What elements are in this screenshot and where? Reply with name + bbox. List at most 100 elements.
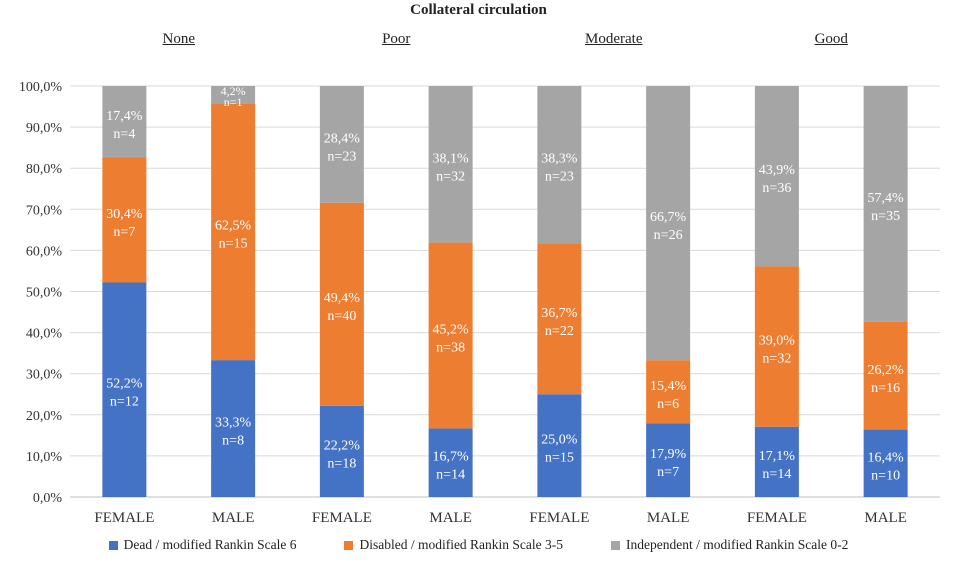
stacked-bar-chart: 0,0% 10,0% 20,0% 30,0% 40,0% 50,0% 60,0% 70,0% 8… xyxy=(19,80,940,526)
data-label-n: n=32 xyxy=(436,169,465,184)
y-tick-label: 30,0% xyxy=(26,368,63,383)
y-tick-label: 10,0% xyxy=(26,450,63,465)
bar-segment xyxy=(319,202,364,406)
x-tick-label: FEMALE xyxy=(747,510,807,526)
data-label-pct: 45,2% xyxy=(433,322,470,337)
group-label: None xyxy=(162,31,196,47)
data-label-n: n=26 xyxy=(654,228,683,243)
data-label-pct: 17,1% xyxy=(759,449,796,464)
data-label-pct: 16,7% xyxy=(433,450,470,465)
data-label-n: n=4 xyxy=(113,127,135,142)
data-label-n: n=7 xyxy=(657,465,679,480)
x-tick-label: FEMALE xyxy=(312,510,372,526)
x-tick-label: FEMALE xyxy=(94,510,154,526)
data-label-n: n=15 xyxy=(545,451,574,466)
y-tick-label: 50,0% xyxy=(26,286,63,301)
legend-item: Dead / modified Rankin Scale 6 xyxy=(108,537,297,553)
data-label-n: n=16 xyxy=(871,381,900,396)
chart-legend: Dead / modified Rankin Scale 6 Disabled /… xyxy=(0,537,957,553)
legend-item: Independent / modified Rankin Scale 0-2 xyxy=(611,537,848,553)
group-label: Good xyxy=(814,31,848,47)
bar-segment xyxy=(319,86,364,203)
bar-segment xyxy=(646,86,691,361)
bar-segment xyxy=(428,242,473,429)
data-label-n: n=10 xyxy=(871,468,900,483)
bar-segment xyxy=(863,429,908,497)
x-tick-label: MALE xyxy=(864,510,907,526)
x-tick-label: MALE xyxy=(212,510,255,526)
data-label-pct: 52,2% xyxy=(106,377,143,392)
data-label-n: n=14 xyxy=(762,467,791,482)
data-label-pct: 43,9% xyxy=(759,163,796,178)
data-label-n: n=14 xyxy=(436,468,465,483)
bar-segment xyxy=(754,266,799,427)
legend-swatch xyxy=(344,540,354,550)
data-label-n: n=36 xyxy=(762,181,791,196)
group-label: Poor xyxy=(382,31,411,47)
bar-segment xyxy=(863,86,908,322)
data-label-pct: 39,0% xyxy=(759,334,796,349)
data-label-n: n=12 xyxy=(110,395,139,410)
data-label-n: n=40 xyxy=(327,309,356,324)
data-label-n: n=8 xyxy=(222,434,244,449)
data-label-pct: 33,3% xyxy=(215,416,252,431)
y-tick-label: 100,0% xyxy=(19,80,63,95)
bar-segment xyxy=(102,86,147,158)
data-label-n: n=38 xyxy=(436,340,465,355)
bar-segment xyxy=(102,282,147,497)
data-label-pct: 66,7% xyxy=(650,210,687,225)
data-label-pct: 17,4% xyxy=(106,109,143,124)
data-label-pct: 4,2% xyxy=(221,84,246,98)
legend-item: Disabled / modified Rankin Scale 3-5 xyxy=(344,537,563,553)
bar-segment xyxy=(102,157,147,283)
data-label-pct: 28,4% xyxy=(324,131,361,146)
x-tick-label: MALE xyxy=(429,510,472,526)
bar-segment xyxy=(646,423,691,497)
bar-segment xyxy=(754,426,799,497)
data-label-pct: 38,3% xyxy=(541,152,578,167)
bar-segment xyxy=(319,405,364,497)
data-label-n: n=22 xyxy=(545,324,574,339)
legend-swatch xyxy=(108,540,118,550)
data-label-n: n=32 xyxy=(762,352,791,367)
bar-segment xyxy=(863,321,908,430)
y-tick-label: 70,0% xyxy=(26,203,63,218)
data-label-pct: 25,0% xyxy=(541,433,578,448)
data-label-pct: 15,4% xyxy=(650,379,687,394)
data-label-n: n=23 xyxy=(327,149,356,164)
bar-segment xyxy=(537,243,582,395)
data-label-pct: 38,1% xyxy=(433,151,470,166)
data-label-pct: 57,4% xyxy=(868,191,905,206)
data-label-n: n=1 xyxy=(224,95,243,109)
bar-segment xyxy=(428,86,473,243)
bar-segment xyxy=(211,103,256,361)
bar-segment xyxy=(646,360,691,424)
data-label-pct: 62,5% xyxy=(215,219,252,234)
data-label-n: n=15 xyxy=(219,237,248,252)
y-tick-label: 80,0% xyxy=(26,162,63,177)
data-label-n: n=23 xyxy=(545,170,574,185)
x-tick-label: FEMALE xyxy=(529,510,589,526)
bar-segment xyxy=(537,86,582,244)
y-tick-label: 0,0% xyxy=(33,491,63,506)
bar-segment xyxy=(428,428,473,497)
data-label-pct: 36,7% xyxy=(541,306,578,321)
bar-segment xyxy=(211,86,256,104)
legend-swatch xyxy=(611,540,621,550)
data-label-pct: 26,2% xyxy=(868,363,905,378)
y-tick-label: 40,0% xyxy=(26,327,63,342)
data-label-n: n=35 xyxy=(871,209,900,224)
bar-segment xyxy=(537,394,582,497)
data-label-n: n=6 xyxy=(657,397,679,412)
data-label-pct: 30,4% xyxy=(106,207,143,222)
legend-label: Dead / modified Rankin Scale 6 xyxy=(123,537,297,552)
data-label-pct: 17,9% xyxy=(650,447,687,462)
legend-label: Independent / modified Rankin Scale 0-2 xyxy=(626,537,849,552)
y-tick-label: 20,0% xyxy=(26,409,63,424)
chart-title: Collateral circulation xyxy=(410,2,547,18)
data-label-pct: 22,2% xyxy=(324,438,361,453)
data-label-n: n=18 xyxy=(327,456,356,471)
bar-segment xyxy=(754,86,799,267)
group-label: Moderate xyxy=(585,31,643,47)
data-label-n: n=7 xyxy=(113,225,135,240)
